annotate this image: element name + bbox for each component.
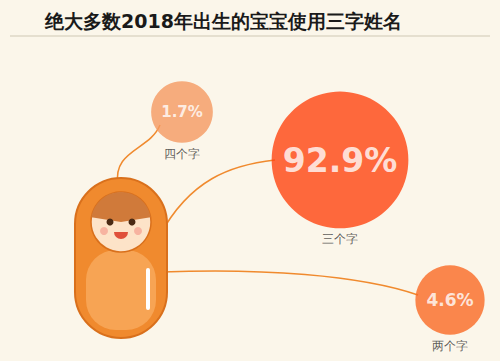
svg-text:1.7%: 1.7% bbox=[161, 103, 203, 121]
svg-text:4.6%: 4.6% bbox=[426, 290, 473, 310]
svg-text:92.9%: 92.9% bbox=[283, 141, 398, 180]
svg-text:绝大多数2018年出生的宝宝使用三字姓名: 绝大多数2018年出生的宝宝使用三字姓名 bbox=[44, 10, 402, 32]
svg-text:两个字: 两个字 bbox=[432, 339, 468, 353]
svg-text:三个字: 三个字 bbox=[322, 232, 358, 246]
svg-text:四个字: 四个字 bbox=[164, 147, 200, 161]
